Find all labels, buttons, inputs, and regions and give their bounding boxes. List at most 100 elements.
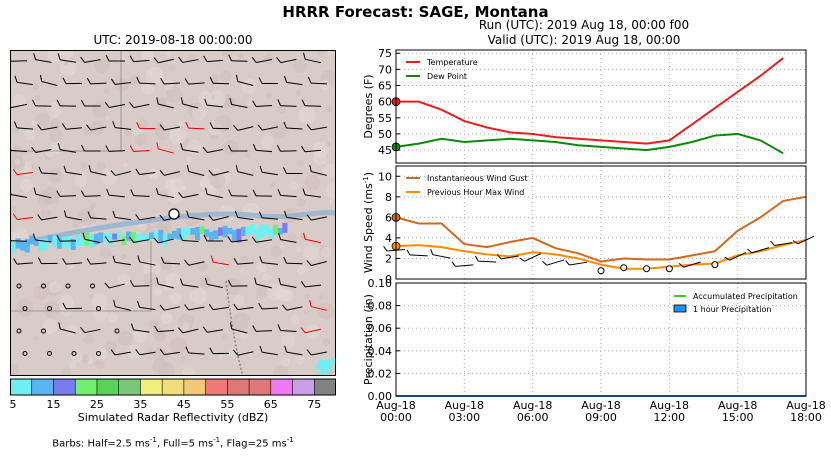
radar-echo xyxy=(162,234,168,247)
colorbar-swatch xyxy=(162,379,185,395)
wind-barb-shaft xyxy=(286,262,303,265)
wind-barb xyxy=(229,97,248,109)
legend-swatch xyxy=(673,304,687,313)
terrain-blotch xyxy=(61,367,72,375)
legend-label: Accumulated Precipitation xyxy=(693,292,798,301)
wind-barb-flag xyxy=(110,170,116,176)
x-tick-label: 18:00 xyxy=(790,411,822,424)
wind-barb xyxy=(228,189,248,197)
radar-echo xyxy=(112,233,118,240)
wind-barb-shaft xyxy=(158,283,174,289)
wind-barb xyxy=(11,144,28,153)
wind-barb xyxy=(383,246,406,252)
wind-barb-shaft xyxy=(237,80,254,87)
wind-barb-shaft xyxy=(262,351,278,356)
x-tick-label: 00:00 xyxy=(380,411,412,424)
wind-barb-flag xyxy=(184,259,190,266)
calm-wind-marker xyxy=(114,328,120,334)
wind-barb-flag xyxy=(229,322,233,330)
wind-barb-shaft xyxy=(164,171,180,176)
wind-barb-flag xyxy=(284,210,288,218)
wind-barb xyxy=(770,240,793,246)
wind-barb-shaft xyxy=(206,104,224,108)
barbs-note-sup1: -1 xyxy=(149,436,157,444)
wind-barb-flag xyxy=(81,144,85,152)
terrain-blotch xyxy=(323,338,331,346)
wind-barb xyxy=(209,347,230,355)
wind-barb-shaft xyxy=(182,328,199,334)
radar-echo xyxy=(52,235,58,247)
wind-barb-flag xyxy=(303,232,306,240)
x-tick-label: 15:00 xyxy=(722,411,754,424)
wind-barb-shaft xyxy=(304,149,322,153)
terrain-blotch xyxy=(190,287,207,305)
colorbar-tick-label: 35 xyxy=(133,398,147,410)
wind-barb xyxy=(228,54,248,62)
terrain-blotch xyxy=(80,354,90,364)
wind-barb-flag xyxy=(81,99,85,107)
radar-echo xyxy=(222,225,228,238)
wind-barb-flag xyxy=(306,260,312,266)
radar-echo xyxy=(121,236,127,246)
terrain-blotch xyxy=(186,155,193,162)
wind-barb-shaft xyxy=(109,283,125,289)
wind-barb-flag xyxy=(209,122,214,129)
wind-barb-flag xyxy=(137,255,141,263)
wind-barb-flag xyxy=(204,98,208,106)
wind-barb-flag xyxy=(39,74,43,82)
radar-echo xyxy=(227,227,233,234)
wind-barb xyxy=(129,236,150,243)
wind-barb-shaft xyxy=(231,103,248,109)
wind-barb-flag xyxy=(159,214,165,221)
calm-wind-marker xyxy=(47,351,52,356)
wind-barb xyxy=(135,168,156,176)
wind-barb-flag xyxy=(80,56,86,63)
terrain-blotch xyxy=(129,74,141,87)
wind-barb xyxy=(154,325,175,333)
terrain-blotch xyxy=(280,333,296,349)
terrain-blotch xyxy=(33,335,39,341)
terrain-blotch xyxy=(48,128,63,143)
chart-panel-1: 45 50 55 60 65 70 75 Degrees (F) Temperature Dew … xyxy=(362,47,807,164)
wind-barb-shaft xyxy=(207,193,223,199)
wind-barb xyxy=(251,236,272,243)
wind-barb-flag xyxy=(80,326,86,333)
wind-barb-flag xyxy=(56,190,61,197)
colorbar-swatch xyxy=(75,379,98,395)
wind-barb-flag xyxy=(724,256,730,261)
wind-barb-shaft xyxy=(774,242,793,246)
wind-barb-flag xyxy=(283,256,287,264)
wind-barb xyxy=(233,258,254,265)
radar-echo xyxy=(149,232,154,239)
wind-barb-shaft xyxy=(163,82,181,85)
terrain-blotch xyxy=(154,346,168,361)
terrain-blotch xyxy=(105,115,110,121)
wind-barb-flag xyxy=(184,78,189,85)
wind-barb xyxy=(129,102,150,109)
wind-barb-flag xyxy=(233,303,238,310)
wind-barb xyxy=(233,349,254,356)
wind-barb-flag xyxy=(259,211,263,219)
wind-barb-flag xyxy=(259,345,263,353)
wind-barb-flag xyxy=(159,124,165,131)
wind-barb xyxy=(137,300,156,311)
wind-barb-flag xyxy=(302,188,306,196)
terrain-blotch xyxy=(148,168,161,180)
wind-barb xyxy=(178,191,199,199)
wind-barb-flag xyxy=(186,164,190,172)
wind-barb-shaft xyxy=(158,103,174,109)
terrain-blotch xyxy=(247,352,253,357)
wind-barb-flag xyxy=(301,99,306,107)
wind-barb-flag xyxy=(233,124,239,131)
wind-barb-shaft xyxy=(256,239,272,243)
wind-barb-flag xyxy=(284,345,288,353)
wind-barb xyxy=(276,145,297,152)
wind-barb-shaft xyxy=(188,82,205,85)
wind-barb xyxy=(252,100,273,108)
wind-barb-flag xyxy=(159,304,165,311)
wind-barb-flag xyxy=(430,249,434,255)
barbs-note-prefix: Barbs: Half=2.5 ms xyxy=(52,438,150,450)
wind-barb xyxy=(283,75,303,86)
wind-barb-shaft xyxy=(237,262,254,265)
colorbar-swatch xyxy=(292,379,315,395)
